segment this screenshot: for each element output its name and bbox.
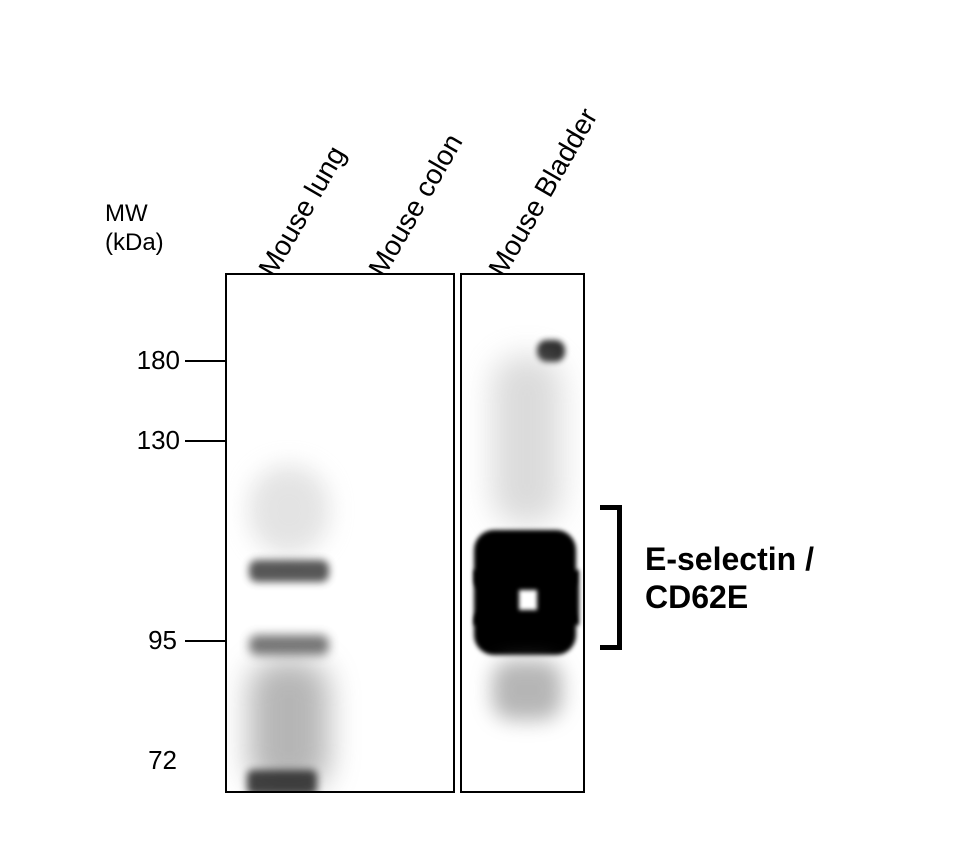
lane-label-colon: Mouse colon: [362, 129, 469, 282]
panel2-blob-bottom: [474, 610, 576, 655]
panel1-band-bottom: [247, 770, 317, 793]
panel1-band-1: [249, 560, 329, 582]
target-line1: E-selectin /: [645, 541, 814, 577]
blot-panel-2: [460, 273, 585, 793]
lane-label-bladder: Mouse Bladder: [482, 103, 604, 282]
panel1-smear-top: [249, 465, 329, 555]
panel2-smear-upper: [492, 355, 562, 525]
western-blot-figure: MW (kDa) Mouse lung Mouse colon Mouse Bl…: [0, 0, 980, 860]
mw-header: MW (kDa): [105, 200, 164, 258]
target-protein-label: E-selectin / CD62E: [645, 540, 814, 617]
band-bracket: [600, 505, 622, 650]
tick-line-180: [185, 360, 225, 362]
mw-tick-95: 95: [137, 625, 177, 656]
blot-panel-1: [225, 273, 455, 793]
panel2-smear-below: [492, 660, 562, 720]
tick-line-95: [185, 640, 225, 642]
mw-tick-72: 72: [137, 745, 177, 776]
mw-tick-130: 130: [130, 425, 180, 456]
tick-line-130: [185, 440, 225, 442]
lane-label-lung: Mouse lung: [252, 141, 352, 282]
mw-text-line1: MW: [105, 200, 148, 227]
mw-text-line2: (kDa): [105, 229, 164, 256]
mw-tick-180: 180: [130, 345, 180, 376]
target-line2: CD62E: [645, 579, 748, 615]
panel1-band-2: [249, 635, 329, 655]
